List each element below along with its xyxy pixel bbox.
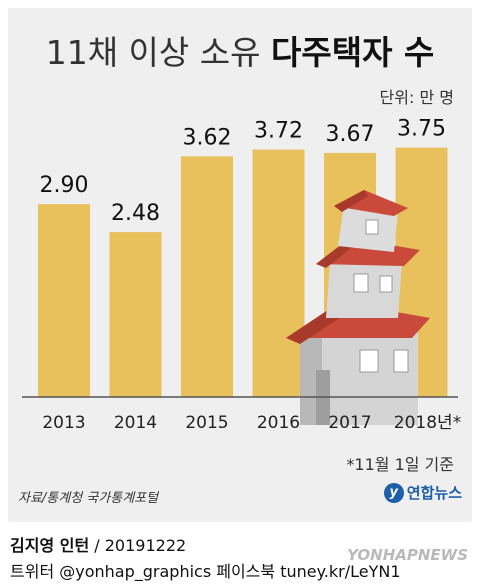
value-labels: 2.90 2.48 3.62 3.72 3.67 3.75 [40,117,446,226]
value-label: 3.75 [397,117,446,142]
x-tick-labels: 2013 2014 2015 2016 2017 2018년* [42,413,461,433]
x-tick-label: 2017 [328,413,371,433]
logo-text: 연합뉴스 [406,484,462,502]
value-label: 2.48 [111,201,160,226]
house-top [334,190,408,252]
yonhapnews-watermark: YONHAPNEWS [347,546,468,564]
social-handles: 트위터 @yonhap_graphics 페이스북 tuney.kr/LeYN1 [10,562,401,581]
credit-line: 김지영 인턴 / 20191222 [10,532,186,556]
yonhap-logo: y 연합뉴스 [383,482,462,503]
houses-illustration [286,190,430,425]
credit-date: / 20191222 [89,536,187,555]
credit-name: 김지영 인턴 [10,536,90,555]
value-label: 3.62 [183,125,232,150]
source-text: 자료/통계청 국가통계포털 [18,491,159,506]
house-bottom [286,302,430,425]
bar-2013 [38,204,90,397]
title-bold: 다주택자 수 [270,33,435,72]
value-label: 3.72 [254,119,303,144]
bar-2015 [181,156,233,397]
x-tick-label: 2015 [185,413,228,433]
bar-2016 [252,149,305,397]
x-tick-label: 2018년* [394,413,461,433]
footnote: *11월 1일 기준 [346,455,454,474]
x-tick-label: 2013 [42,413,85,433]
yonhap-logo-mark-icon: y [383,482,404,503]
value-label: 3.67 [326,122,375,147]
bar-2014 [109,232,162,397]
x-tick-label: 2016 [257,413,300,433]
chart-title: 11채 이상 소유 다주택자 수 [0,26,480,74]
unit-label: 단위: 만 명 [379,88,454,107]
title-light: 11채 이상 소유 [45,33,261,72]
value-label: 2.90 [40,173,89,198]
x-tick-label: 2014 [114,413,157,433]
